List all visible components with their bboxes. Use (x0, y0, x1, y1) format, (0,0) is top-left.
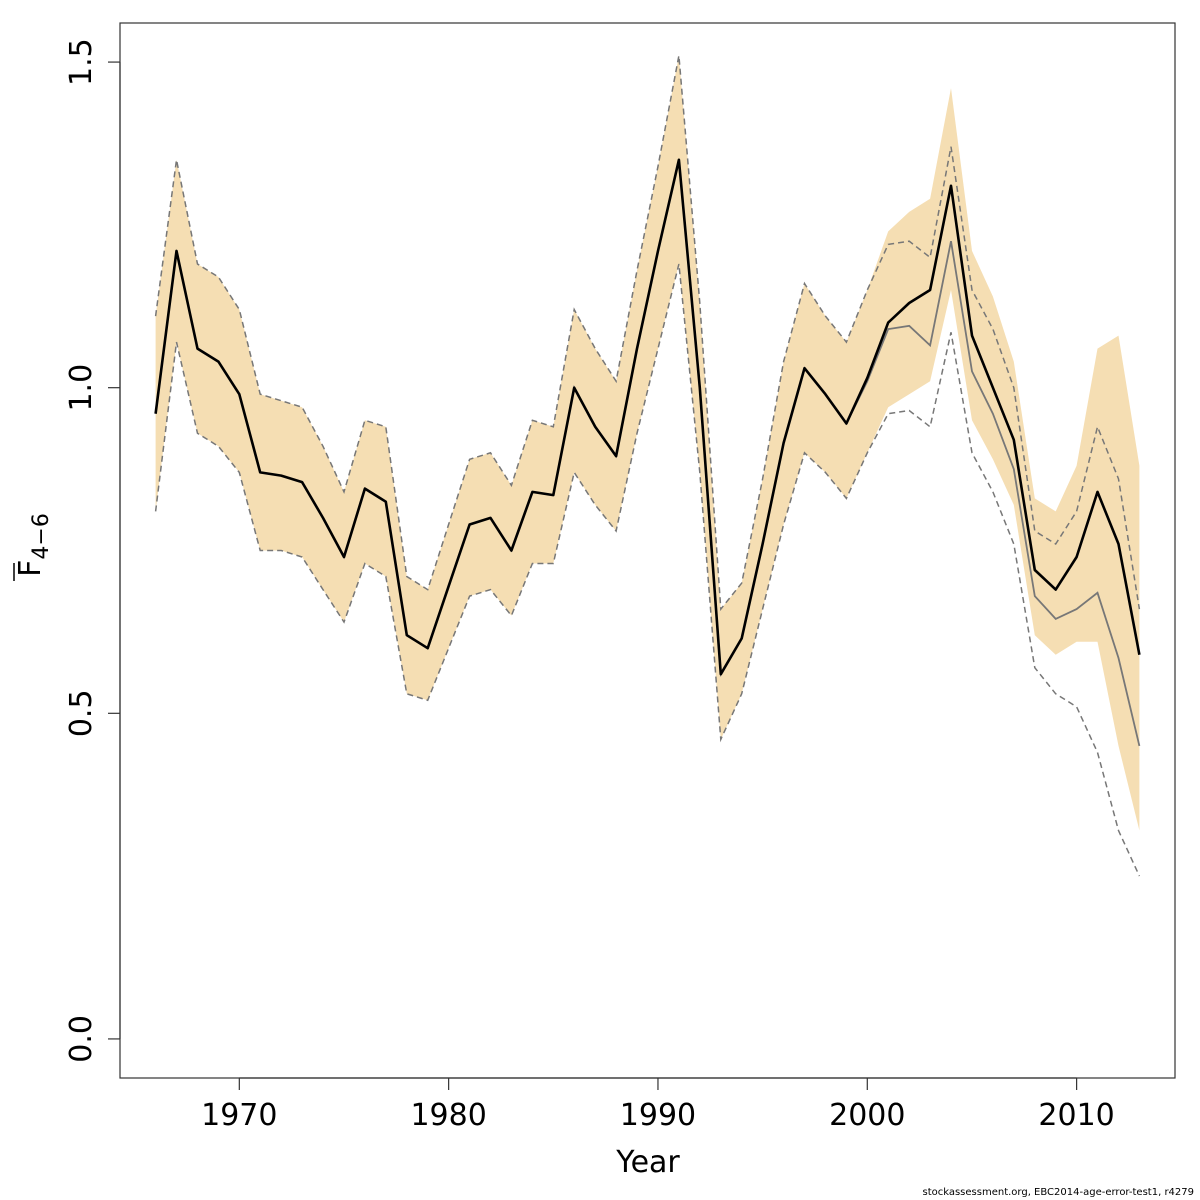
x-axis: 1970 1980 1990 2000 2010 (201, 1077, 1115, 1133)
footer-credit: stockassessment.org, EBC2014-age-error-t… (922, 1187, 1194, 1198)
x-tick-label: 1970 (201, 1098, 277, 1133)
dashed-lower-bound-line (154, 263, 1141, 877)
y-tick-label: 0.5 (64, 689, 99, 737)
x-tick-label: 2010 (1038, 1098, 1114, 1133)
y-axis-title-subscript: 4−6 (29, 513, 54, 559)
y-tick-label: 0.0 (64, 1015, 99, 1063)
y-tick-label: 1.5 (64, 38, 99, 86)
y-axis-title: F4−6 (13, 513, 54, 581)
y-tick-label: 1.0 (64, 364, 99, 412)
dashed-upper-bound-line (154, 55, 1141, 612)
y-axis: 0.0 0.5 1.0 1.5 (64, 38, 121, 1063)
x-tick-label: 1980 (410, 1098, 486, 1133)
svg-text:F4−6: F4−6 (13, 513, 54, 577)
plot-area (154, 55, 1141, 877)
estimate-line (154, 158, 1141, 676)
x-tick-label: 2000 (829, 1098, 905, 1133)
x-axis-title: Year (615, 1145, 680, 1180)
confidence-band (155, 55, 1140, 831)
y-axis-title-main: F (13, 560, 48, 577)
x-tick-label: 1990 (620, 1098, 696, 1133)
